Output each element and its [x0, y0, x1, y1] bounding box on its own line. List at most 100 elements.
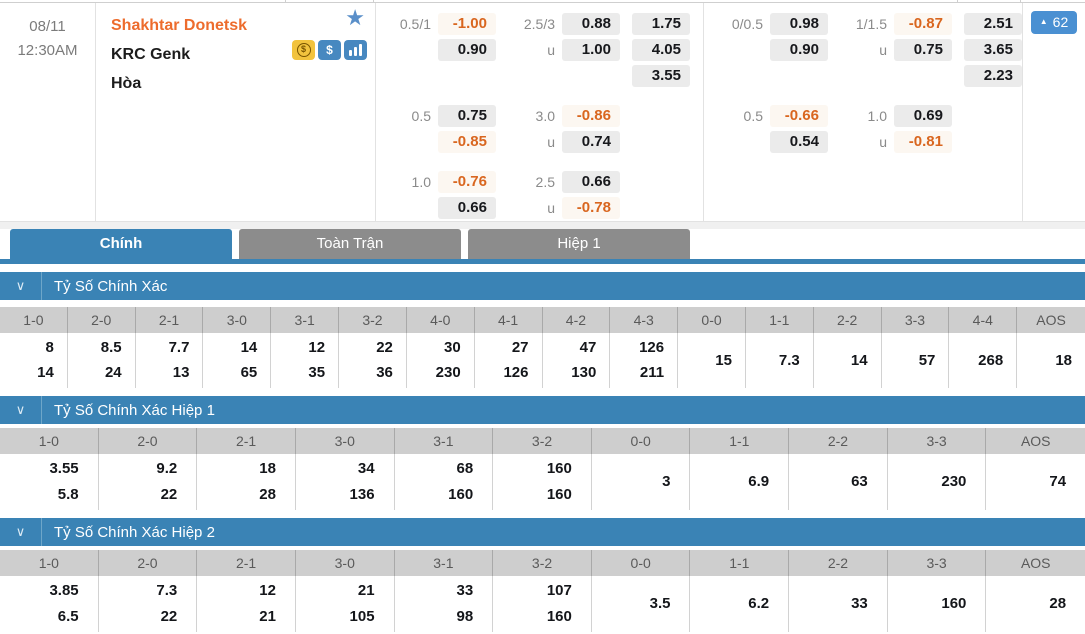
score-odds-value: 22: [376, 339, 393, 356]
odds-value-cell[interactable]: 0.66: [562, 171, 620, 193]
handicap-column: 0.5 0.75 -0.85: [382, 105, 496, 153]
odds-line: u 0.75: [854, 39, 952, 61]
score-odds-cell[interactable]: 6.9: [690, 454, 790, 510]
score-odds-cell[interactable]: 126 211: [610, 333, 679, 388]
tab-toan-tran[interactable]: Toàn Trận: [239, 229, 461, 259]
odds-value-cell[interactable]: 3.65: [964, 39, 1022, 61]
odds-value-cell[interactable]: 3.55: [632, 65, 690, 87]
score-odds-value: 33: [456, 582, 474, 600]
score-odds-cell[interactable]: 160: [887, 576, 987, 632]
score-column: 4-3 126 211: [610, 307, 679, 388]
odds-value-cell[interactable]: 2.23: [964, 65, 1022, 87]
score-odds-cell[interactable]: 63: [789, 454, 888, 510]
more-markets-badge[interactable]: ▲ 62: [1030, 11, 1078, 34]
section-header[interactable]: ∨ Tỷ Số Chính Xác Hiệp 1: [0, 396, 1085, 424]
score-odds-cell[interactable]: 74: [986, 454, 1085, 510]
score-odds-cell[interactable]: 22 36: [339, 333, 407, 388]
home-team-name[interactable]: Shakhtar Donetsk: [111, 17, 248, 34]
chevron-down-icon[interactable]: ∨: [0, 272, 42, 300]
score-odds-value: 8: [45, 339, 54, 356]
more-markets-cell: ▲ 62: [1022, 3, 1085, 221]
score-odds-cell[interactable]: 3.85 6.5: [0, 576, 99, 632]
score-odds-cell[interactable]: 30 230: [406, 333, 475, 388]
score-odds-cell[interactable]: 230: [887, 454, 987, 510]
score-odds-cell[interactable]: 18: [1017, 333, 1085, 388]
odds-value-cell[interactable]: -0.87: [894, 13, 952, 35]
stats-bars-icon[interactable]: [344, 40, 367, 60]
odds-value-cell[interactable]: -0.85: [438, 131, 496, 153]
score-odds-cell[interactable]: 15: [678, 333, 746, 388]
score-odds-value: 211: [639, 364, 665, 381]
score-odds-cell[interactable]: 47 130: [542, 333, 611, 388]
odds-value-cell[interactable]: 0.90: [438, 39, 496, 61]
score-odds-cell[interactable]: 18 28: [197, 454, 296, 510]
score-odds-cell[interactable]: 34 136: [295, 454, 395, 510]
correct-score-table: 1-0 3.55 5.8 2-0 9.2 22 2-1 18 28 3-0 34 136 3-1 68 16…: [0, 428, 1085, 510]
score-odds-cell[interactable]: 6.2: [690, 576, 790, 632]
score-odds-cell[interactable]: 68 160: [394, 454, 494, 510]
coin-dollar-icon[interactable]: $: [292, 40, 315, 60]
odds-value-cell[interactable]: 0.54: [770, 131, 828, 153]
odds-value-cell[interactable]: -1.00: [438, 13, 496, 35]
score-odds-cell[interactable]: 57: [881, 333, 950, 388]
odds-value-cell[interactable]: 2.51: [964, 13, 1022, 35]
score-odds-cell[interactable]: 33: [789, 576, 888, 632]
odds-value-cell[interactable]: 0.66: [438, 197, 496, 219]
odds-line: 1.0 0.69: [854, 105, 952, 127]
odds-value-cell[interactable]: 0.98: [770, 13, 828, 35]
odds-value-cell[interactable]: 4.05: [632, 39, 690, 61]
score-odds-value: 6.2: [748, 595, 770, 612]
odds-line: u 1.00: [522, 39, 620, 61]
away-team-name[interactable]: KRC Genk: [111, 46, 191, 63]
section-header[interactable]: ∨ Tỷ Số Chính Xác Hiệp 2: [0, 518, 1085, 546]
odds-value-cell[interactable]: 1.00: [562, 39, 620, 61]
odds-value-cell[interactable]: 0.90: [770, 39, 828, 61]
odds-value-cell[interactable]: 0.75: [438, 105, 496, 127]
odds-value-cell[interactable]: 0.88: [562, 13, 620, 35]
odds-value-cell[interactable]: -0.86: [562, 105, 620, 127]
section-header[interactable]: ∨ Tỷ Số Chính Xác: [0, 272, 1085, 300]
match-date: 08/11: [29, 18, 66, 35]
over-under-column: 2.5 0.66 u -0.78: [522, 171, 620, 219]
score-odds-cell[interactable]: 33 98: [394, 576, 494, 632]
score-column-header: 3-2: [493, 428, 592, 454]
chevron-down-icon[interactable]: ∨: [0, 396, 42, 424]
score-odds-cell[interactable]: 3: [591, 454, 691, 510]
odds-value-cell[interactable]: -0.81: [894, 131, 952, 153]
score-odds-cell[interactable]: 7.3 22: [98, 576, 198, 632]
handicap-column: 0.5 -0.66 0.54: [714, 105, 828, 153]
score-odds-cell[interactable]: 7.7 13: [135, 333, 204, 388]
odds-value-cell[interactable]: 0.75: [894, 39, 952, 61]
favorite-star-icon[interactable]: ★: [345, 5, 365, 30]
odds-value-cell[interactable]: -0.78: [562, 197, 620, 219]
score-odds-cell[interactable]: 9.2 22: [98, 454, 198, 510]
chevron-down-icon[interactable]: ∨: [0, 518, 42, 546]
score-odds-cell[interactable]: 21 105: [295, 576, 395, 632]
odds-value-cell[interactable]: -0.76: [438, 171, 496, 193]
score-odds-cell[interactable]: 28: [986, 576, 1085, 632]
odds-value-cell[interactable]: 1.75: [632, 13, 690, 35]
tab-chinh[interactable]: Chính: [10, 229, 232, 259]
odds-value-cell[interactable]: 0.69: [894, 105, 952, 127]
score-odds-cell[interactable]: 8 14: [0, 333, 68, 388]
score-odds-cell[interactable]: 7.3: [745, 333, 814, 388]
score-odds-cell[interactable]: 160 160: [493, 454, 592, 510]
score-odds-cell[interactable]: 3.55 5.8: [0, 454, 99, 510]
score-odds-value: 160: [546, 485, 572, 503]
score-odds-cell[interactable]: 107 160: [493, 576, 592, 632]
score-odds-cell[interactable]: 268: [949, 333, 1018, 388]
dollar-icon[interactable]: $: [318, 40, 341, 60]
score-column: 3-1 12 35: [271, 307, 340, 388]
score-odds-cell[interactable]: 3.5: [591, 576, 691, 632]
odds-value-cell[interactable]: -0.66: [770, 105, 828, 127]
score-odds-cell[interactable]: 8.5 24: [67, 333, 136, 388]
score-odds-cell[interactable]: 12 21: [197, 576, 296, 632]
score-odds-cell[interactable]: 14 65: [203, 333, 272, 388]
score-column-header: AOS: [1017, 307, 1085, 333]
handicap-column: 0/0.5 0.98 0.90: [714, 13, 828, 87]
odds-value-cell[interactable]: 0.74: [562, 131, 620, 153]
tab-hiep-1[interactable]: Hiệp 1: [468, 229, 690, 259]
score-odds-cell[interactable]: 14: [813, 333, 882, 388]
score-odds-cell[interactable]: 27 126: [474, 333, 543, 388]
score-odds-cell[interactable]: 12 35: [271, 333, 340, 388]
